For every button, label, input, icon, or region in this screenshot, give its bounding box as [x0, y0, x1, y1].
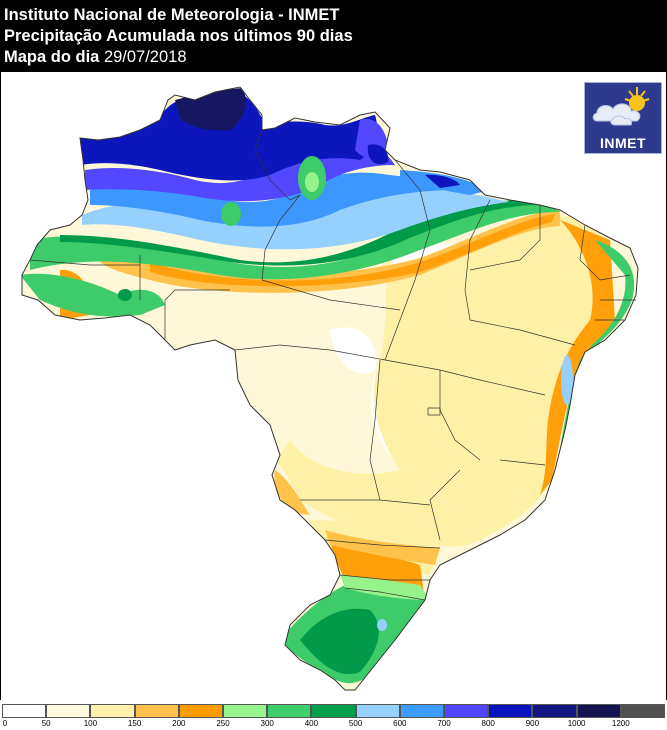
- inmet-logo: INMET: [584, 82, 662, 154]
- layer-lightblue-spot-rs: [377, 619, 387, 631]
- legend-swatch: [444, 704, 489, 718]
- legend-swatch: [2, 704, 47, 718]
- layer-darkorange-north: [150, 214, 555, 287]
- legend-swatch: [532, 704, 577, 718]
- map-date: 29/07/2018: [103, 48, 187, 66]
- legend-tick-label: 100: [83, 719, 98, 728]
- layer-lightblue-north: [82, 188, 510, 250]
- map-date-line: Mapa do dia 29/07/2018: [4, 47, 187, 67]
- legend-tick-label: 800: [481, 719, 495, 728]
- legend-swatch: [134, 704, 179, 718]
- legend-tick-label: 500: [348, 719, 363, 728]
- legend-tick-label: 50: [41, 719, 51, 728]
- legend-tick-label: 0: [2, 719, 8, 728]
- precipitation-legend: 0 50 100 150 200 250 300 400 500 600 700 800 900 1000…: [0, 700, 667, 730]
- legend-swatch: [46, 704, 91, 718]
- layer-green-spot-amazon: [221, 202, 241, 226]
- layer-navy-north: [80, 89, 377, 181]
- legend-tick-label: 150: [127, 719, 142, 728]
- state-borders: [29, 129, 636, 601]
- layer-darkgreen-north: [60, 199, 545, 266]
- legend-swatch: [90, 704, 135, 718]
- layer-darkgreen-spot-ac: [118, 289, 132, 301]
- logo-text: INMET: [599, 135, 647, 151]
- sun-cloud-icon: [592, 87, 650, 126]
- layer-blue-north: [90, 172, 460, 227]
- layer-lightgreen-south: [340, 575, 430, 600]
- map-title: Precipitação Acumulada nos últimos 90 di…: [4, 27, 353, 45]
- layer-orange-east: [540, 220, 615, 495]
- map-date-label: Mapa do dia: [4, 48, 100, 66]
- layer-white-2: [330, 327, 376, 374]
- layer-orange-southwest: [274, 470, 310, 515]
- legend-swatch: [311, 704, 356, 718]
- legend-tick-label: 1000: [567, 719, 586, 728]
- layer-green-west: [22, 273, 165, 317]
- institute-title: Instituto Nacional de Meteorologia - INM…: [4, 6, 340, 24]
- layer-lightyellow: [140, 215, 600, 547]
- legend-swatch: [488, 704, 533, 718]
- legend-tick-label: 300: [260, 719, 274, 728]
- legend-swatch: [355, 704, 400, 718]
- layer-lightorange-south: [325, 530, 440, 565]
- legend-tick-label: 250: [216, 719, 230, 728]
- layer-green-north: [30, 202, 560, 280]
- layer-navy-amapa: [367, 144, 389, 165]
- legend-tick-label: 200: [172, 719, 186, 728]
- legend-tick-label: 700: [437, 719, 451, 728]
- legend-swatch: [178, 704, 223, 718]
- precipitation-layers: [22, 87, 638, 690]
- layer-lightgreen-spot-roraima: [305, 172, 319, 192]
- legend-tick-label: 1200: [611, 719, 630, 728]
- legend-tick-label: 400: [304, 719, 319, 728]
- layer-green-east-coast: [558, 240, 635, 460]
- layer-darkgreen-south: [300, 608, 379, 675]
- legend-swatch: [620, 704, 665, 718]
- header-bar: Instituto Nacional de Meteorologia - INM…: [0, 0, 667, 72]
- legend-swatch: [399, 704, 444, 718]
- legend-tick-label: 900: [525, 719, 540, 728]
- legend-tick-label: 600: [393, 719, 407, 728]
- layer-navy-coast-pa: [425, 174, 460, 188]
- legend-swatch: [267, 704, 312, 718]
- layer-lightblue-spot-ba: [561, 355, 573, 405]
- legend-swatch: [576, 704, 621, 718]
- legend-swatch: [223, 704, 268, 718]
- brazil-precipitation-map: [21, 86, 639, 691]
